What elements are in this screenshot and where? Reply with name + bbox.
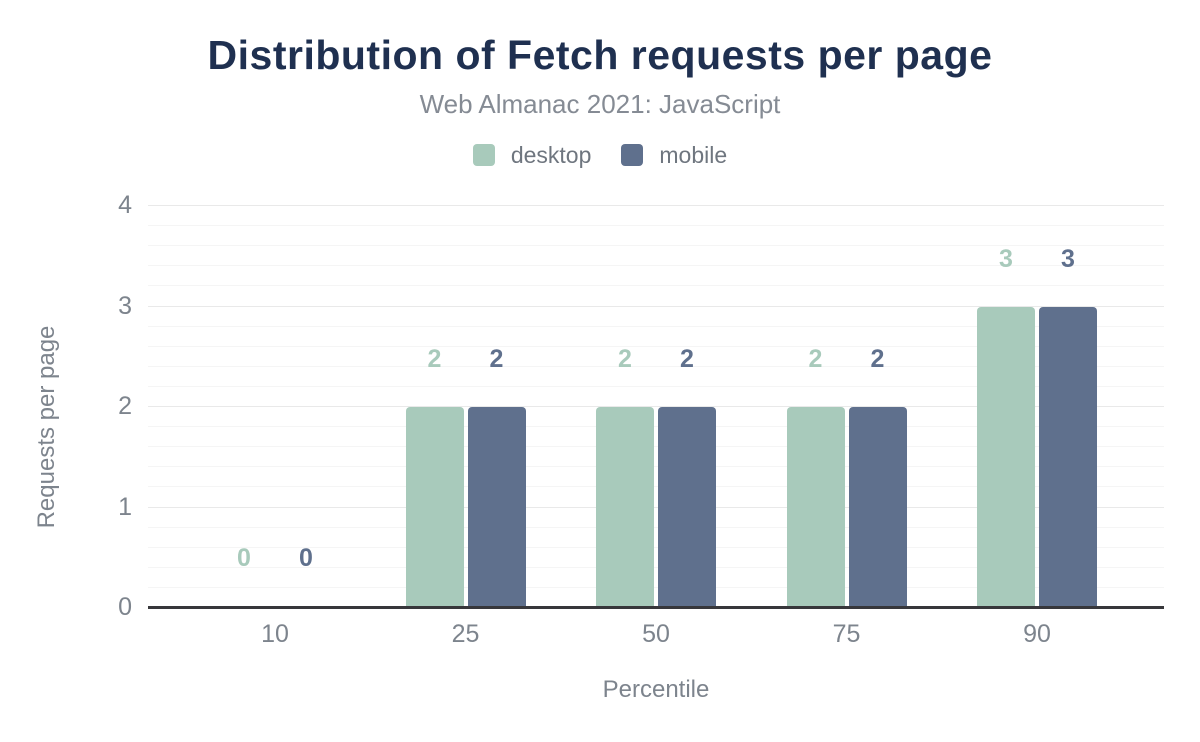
- gridline-major: [148, 305, 1164, 307]
- gridline-minor: [148, 586, 1164, 588]
- bar-desktop-p75[interactable]: [786, 407, 845, 606]
- x-axis-line: [148, 606, 1164, 609]
- legend-item-desktop[interactable]: desktop: [472, 142, 592, 168]
- y-tick-label-2: 2: [118, 392, 132, 420]
- y-tick-label-3: 3: [118, 291, 132, 320]
- gridline-minor: [148, 466, 1164, 468]
- bar-mobile-p50[interactable]: [658, 407, 716, 606]
- gridline-minor: [148, 225, 1164, 227]
- plot-area: 0 1 2 3 4 0 0 10 2 2 25 2 2 50 2 2 75 3 3 90: [118, 191, 1164, 648]
- x-tick-label-10: 10: [261, 620, 289, 648]
- gridline-minor: [148, 285, 1164, 287]
- data-label-mobile-p25: 2: [489, 345, 504, 373]
- bar-mobile-p90[interactable]: [1039, 306, 1097, 606]
- data-label-desktop-p10: 0: [237, 544, 251, 572]
- bar-desktop-p90[interactable]: [977, 306, 1035, 606]
- gridline-minor: [148, 526, 1164, 528]
- data-label-desktop-p25: 2: [427, 345, 442, 373]
- gridline-major: [148, 506, 1164, 508]
- legend-label-mobile: mobile: [659, 142, 728, 168]
- legend-label-desktop: desktop: [510, 142, 592, 168]
- gridline-minor: [148, 426, 1164, 428]
- legend-swatch-desktop: [472, 144, 495, 166]
- gridline-minor: [148, 325, 1164, 327]
- x-tick-label-75: 75: [832, 620, 861, 648]
- gridline-minor: [148, 566, 1164, 568]
- legend-item-mobile[interactable]: mobile: [621, 143, 727, 167]
- gridline-minor: [148, 486, 1164, 488]
- bar-mobile-p75[interactable]: [848, 407, 907, 606]
- gridline-major: [148, 406, 1164, 407]
- y-tick-label-1: 1: [118, 492, 132, 521]
- x-tick-label-90: 90: [1023, 620, 1051, 648]
- gridline-minor: [148, 265, 1164, 267]
- data-label-mobile-p50: 2: [680, 345, 694, 373]
- gridline-major: [148, 205, 1164, 206]
- y-tick-label-0: 0: [118, 593, 132, 621]
- chart-subtitle: Web Almanac 2021: JavaScript: [419, 89, 781, 119]
- legend-swatch-mobile: [621, 144, 644, 166]
- data-label-mobile-p75: 2: [870, 345, 885, 373]
- gridline-minor: [148, 546, 1164, 548]
- x-tick-label-50: 50: [642, 620, 670, 648]
- data-label-mobile-p10: 0: [299, 544, 313, 572]
- bar-mobile-p25[interactable]: [467, 407, 526, 606]
- x-tick-label-25: 25: [451, 620, 480, 648]
- gridline-minor: [148, 245, 1164, 247]
- chart-title: Distribution of Fetch requests per page: [207, 32, 993, 78]
- gridline-minor: [148, 446, 1164, 448]
- gridline-minor: [148, 385, 1164, 387]
- bar-desktop-p25[interactable]: [405, 407, 464, 606]
- gridline-minor: [148, 345, 1164, 347]
- data-label-desktop-p50: 2: [618, 345, 632, 373]
- bar-desktop-p50[interactable]: [596, 407, 654, 606]
- y-tick-label-4: 4: [118, 191, 132, 219]
- data-label-desktop-p75: 2: [808, 345, 823, 373]
- legend: desktop mobile: [0, 143, 1200, 167]
- gridline-minor: [148, 365, 1164, 367]
- data-label-desktop-p90: 3: [999, 244, 1013, 273]
- data-label-mobile-p90: 3: [1061, 244, 1075, 273]
- x-axis-title: Percentile: [602, 676, 710, 703]
